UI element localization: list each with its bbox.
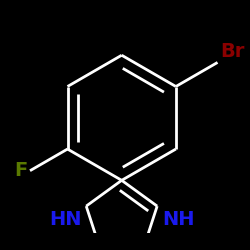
Text: HN: HN [49,210,82,229]
Text: NH: NH [162,210,194,229]
Text: Br: Br [220,42,244,61]
Text: F: F [14,161,28,180]
